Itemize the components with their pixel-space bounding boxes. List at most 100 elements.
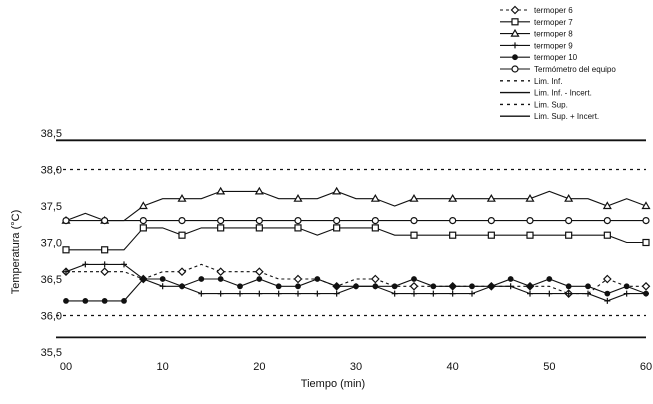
point-termoper-7-14 xyxy=(333,224,341,232)
series-termoper-8 xyxy=(61,186,651,224)
point-termometro-del-equipo-26 xyxy=(565,217,573,225)
point-termoper-10-11 xyxy=(275,283,282,290)
x-tick-label: 30 xyxy=(350,361,362,373)
point-termoper-10-29 xyxy=(623,283,630,290)
point-termoper-9-2 xyxy=(101,261,108,268)
point-termoper-10-15 xyxy=(353,283,359,290)
legend-label-termometro-del-equipo: Termómetro del equipo xyxy=(534,65,616,74)
point-termometro-del-equipo-10 xyxy=(255,217,263,225)
point-termometro-del-equipo-16 xyxy=(371,217,379,225)
point-termoper-10-1 xyxy=(82,298,89,304)
point-termoper-9-27 xyxy=(585,290,591,297)
point-termoper-8-30 xyxy=(641,201,651,210)
point-termoper-7-10 xyxy=(255,224,263,232)
point-termoper-9-28 xyxy=(604,297,611,304)
point-termoper-10-9 xyxy=(237,283,243,290)
point-termoper-7-24 xyxy=(526,231,534,239)
point-termoper-7-2 xyxy=(101,246,109,254)
y-axis-label: Temperatura (°C) xyxy=(10,210,22,294)
point-termoper-10-8 xyxy=(217,276,224,282)
point-termoper-9-14 xyxy=(333,290,340,297)
series-termometro-del-equipo xyxy=(62,217,650,225)
legend-marker-termoper-9 xyxy=(512,42,518,49)
point-termoper-9-7 xyxy=(198,290,205,297)
point-termoper-10-28 xyxy=(604,290,611,297)
point-termoper-9-8 xyxy=(217,290,224,297)
point-termoper-8-22 xyxy=(486,194,496,202)
point-termoper-8-10 xyxy=(254,186,264,195)
legend: termoper 6 termoper 7 termoper 8 termoper 9… xyxy=(500,5,616,121)
point-termoper-9-11 xyxy=(275,290,282,297)
legend-label-termoper-7: termoper 7 xyxy=(534,18,573,27)
x-tick-label: 50 xyxy=(543,361,555,373)
point-termometro-del-equipo-28 xyxy=(603,217,611,225)
point-termoper-7-18 xyxy=(410,231,418,239)
series-line-termoper-6 xyxy=(66,263,646,295)
point-termoper-9-12 xyxy=(295,290,301,297)
legend-marker-termoper-10 xyxy=(512,54,518,61)
point-termoper-10-0 xyxy=(63,298,69,304)
point-termoper-6-12 xyxy=(293,274,303,284)
point-termoper-7-26 xyxy=(565,231,573,239)
point-termoper-9-17 xyxy=(391,290,398,297)
point-termoper-6-28 xyxy=(602,274,612,284)
series-termoper-7 xyxy=(62,224,650,254)
legend-marker-termoper-6 xyxy=(510,5,520,15)
y-tick-label: 36,0 xyxy=(41,311,62,323)
point-termoper-10-20 xyxy=(449,283,456,290)
legend-marker-termoper-8 xyxy=(510,28,520,37)
point-termoper-8-18 xyxy=(409,194,419,202)
point-termometro-del-equipo-12 xyxy=(294,217,302,225)
point-termoper-10-27 xyxy=(585,283,591,290)
point-termometro-del-equipo-22 xyxy=(487,217,495,225)
point-termoper-6-2 xyxy=(100,267,110,277)
point-termoper-10-17 xyxy=(391,283,398,290)
point-termoper-10-10 xyxy=(256,276,263,282)
point-termoper-8-16 xyxy=(370,194,380,202)
y-tick-labels: 35,5 36,0 36,5 37,0 37,5 38,0 38,5 xyxy=(41,128,62,359)
reference-lines xyxy=(56,139,646,339)
point-termometro-del-equipo-30 xyxy=(642,217,650,225)
point-termoper-7-6 xyxy=(178,231,186,239)
point-termoper-8-6 xyxy=(177,194,187,202)
point-termoper-10-22 xyxy=(488,283,495,290)
point-termoper-10-16 xyxy=(372,283,379,290)
point-termoper-10-12 xyxy=(295,283,301,290)
point-termoper-9-21 xyxy=(469,290,475,297)
legend-marker-termometro-del-equipo xyxy=(511,65,519,73)
point-termoper-9-1 xyxy=(82,261,89,268)
point-termometro-del-equipo-8 xyxy=(217,217,225,225)
x-axis-label: Tiempo (min) xyxy=(301,378,365,390)
point-termoper-10-25 xyxy=(546,276,553,282)
point-termoper-7-16 xyxy=(371,224,379,232)
x-tick-label: 60 xyxy=(640,361,652,373)
series-lines xyxy=(61,186,651,304)
point-termometro-del-equipo-24 xyxy=(526,217,534,225)
y-tick-label: 36,5 xyxy=(41,274,62,286)
point-termoper-8-8 xyxy=(216,186,226,195)
point-termoper-10-7 xyxy=(198,276,205,282)
y-tick-label: 38,5 xyxy=(41,128,62,140)
point-termoper-7-12 xyxy=(294,224,302,232)
point-termometro-del-equipo-18 xyxy=(410,217,418,225)
point-termometro-del-equipo-4 xyxy=(139,217,147,225)
series-line-termoper-8 xyxy=(65,190,647,222)
y-tick-label: 35,5 xyxy=(41,347,62,359)
point-termoper-10-21 xyxy=(469,283,475,290)
point-termoper-7-28 xyxy=(603,231,611,239)
series-line-termoper-7 xyxy=(66,227,646,251)
x-tick-labels: 00 10 20 30 40 50 60 xyxy=(60,361,652,373)
point-termoper-9-18 xyxy=(411,290,417,297)
x-tick-label: 20 xyxy=(253,361,265,373)
point-termoper-6-18 xyxy=(409,281,419,291)
point-termoper-9-19 xyxy=(430,290,437,297)
series-termoper-10 xyxy=(63,276,649,304)
point-termoper-8-20 xyxy=(448,194,458,202)
point-termoper-8-28 xyxy=(602,201,612,210)
point-termoper-7-30 xyxy=(642,238,650,247)
x-tick-label: 00 xyxy=(60,361,72,373)
point-termoper-10-4 xyxy=(140,276,147,282)
legend-label-lim-sup-incert: Lim. Sup. + Incert. xyxy=(534,112,599,121)
point-termoper-9-0 xyxy=(63,268,69,275)
point-termoper-10-6 xyxy=(179,283,185,290)
